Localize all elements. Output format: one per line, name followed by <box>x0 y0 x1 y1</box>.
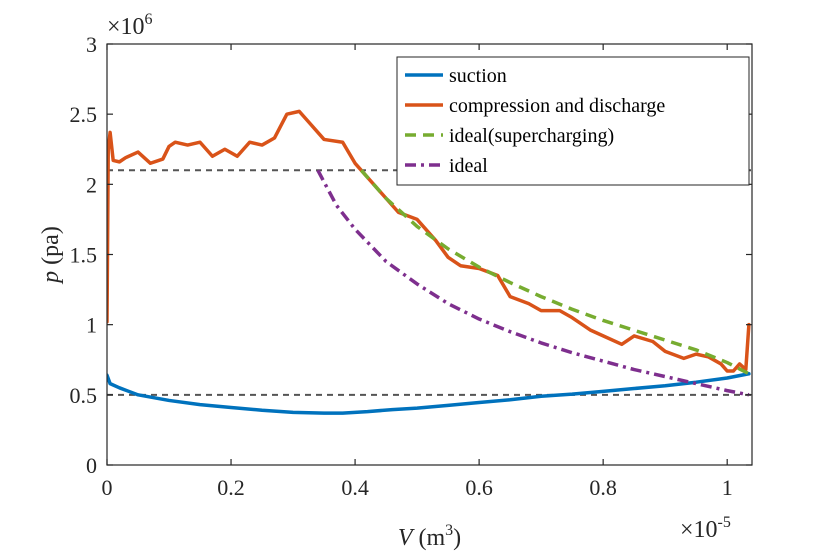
y-axis-label: p (pa) <box>38 226 64 285</box>
y-ticks: 0 0.5 1 1.5 2 2.5 3 <box>70 32 752 478</box>
x-tick-label: 0.8 <box>589 475 617 500</box>
y-tick-label: 2 <box>86 172 97 197</box>
x-tick-label: 0.4 <box>341 475 369 500</box>
series-layer <box>107 109 751 415</box>
y-tick-label: 1 <box>86 313 97 338</box>
legend-label: ideal(supercharging) <box>449 125 614 147</box>
y-tick-label: 3 <box>86 32 97 57</box>
series-line-ideal-supercharging- <box>359 169 750 376</box>
legend-label: compression and discharge <box>449 95 665 117</box>
legend-label: ideal <box>449 155 488 177</box>
y-tick-label: 0.5 <box>70 383 98 408</box>
legend-label: suction <box>449 65 507 87</box>
x-tick-label: 0.6 <box>465 475 493 500</box>
x-axis-label: V (m3) <box>398 522 461 551</box>
series-line-suction <box>107 372 751 415</box>
x-axis-multiplier: ×10-5 <box>680 514 731 543</box>
x-tick-label: 0.2 <box>217 475 245 500</box>
legend: suction compression and discharge ideal(su… <box>396 56 750 186</box>
series-line-ideal <box>316 169 750 397</box>
y-axis-multiplier: ×106 <box>107 11 153 40</box>
y-tick-label: 1.5 <box>70 243 98 268</box>
x-tick-label: 0 <box>102 475 113 500</box>
x-tick-label: 1 <box>722 475 733 500</box>
x-ticks: 0 0.2 0.4 0.6 0.8 1 <box>102 44 733 500</box>
legend-box <box>396 56 750 186</box>
y-tick-label: 2.5 <box>70 102 98 127</box>
y-tick-label: 0 <box>86 453 97 478</box>
